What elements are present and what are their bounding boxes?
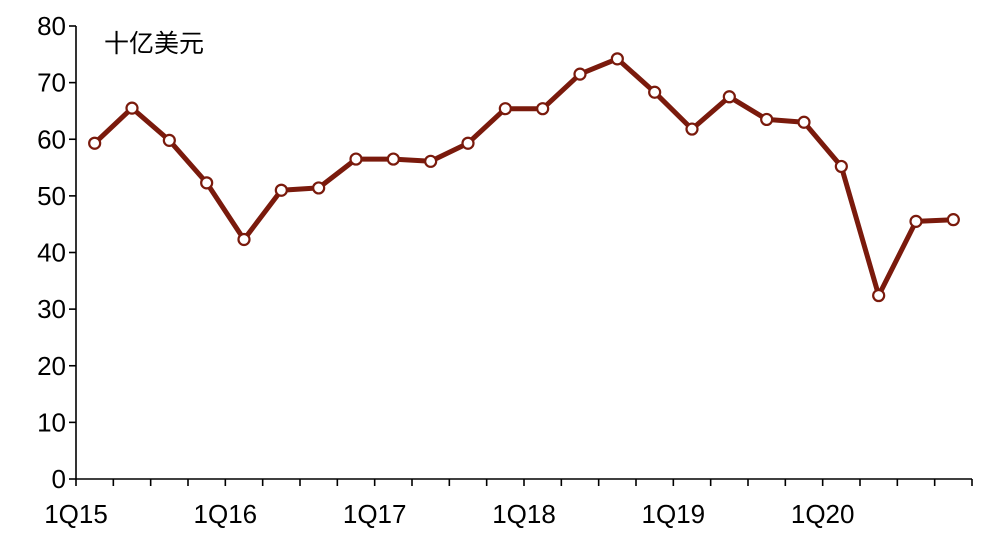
data-points xyxy=(88,52,960,303)
data-point xyxy=(722,90,736,104)
data-point xyxy=(498,102,512,116)
y-tick-label: 80 xyxy=(37,11,66,41)
x-axis: 1Q15 1Q16 1Q17 1Q18 1Q19 1Q20 xyxy=(44,478,973,529)
data-point xyxy=(424,154,438,168)
data-point xyxy=(386,152,400,166)
data-point xyxy=(834,159,848,174)
data-point xyxy=(349,152,363,166)
y-tick-label: 70 xyxy=(37,68,66,98)
y-tick-label: 0 xyxy=(52,464,66,494)
data-point xyxy=(200,176,214,190)
data-point xyxy=(573,67,587,81)
x-tick-label: 1Q19 xyxy=(642,499,706,529)
series-layer xyxy=(92,56,956,298)
data-point xyxy=(162,133,176,147)
y-tick-label: 60 xyxy=(37,124,66,154)
data-point xyxy=(610,52,624,66)
y-tick-label: 50 xyxy=(37,181,66,211)
x-tick-label: 1Q16 xyxy=(194,499,258,529)
y-tick-label: 20 xyxy=(37,351,66,381)
series-line xyxy=(92,56,956,298)
data-point xyxy=(237,232,251,247)
data-point xyxy=(461,136,475,150)
x-tick-label: 1Q18 xyxy=(492,499,556,529)
data-point xyxy=(797,115,811,129)
y-axis: 0 10 20 30 40 50 60 70 80 xyxy=(37,11,77,494)
unit-label: 十亿美元 xyxy=(104,29,204,58)
x-tick-label: 1Q17 xyxy=(343,499,407,529)
data-point xyxy=(685,122,699,136)
data-point xyxy=(760,112,774,127)
data-point xyxy=(312,181,326,195)
y-tick-label: 40 xyxy=(37,238,66,268)
data-point xyxy=(125,101,139,115)
x-tick-label: 1Q15 xyxy=(44,499,108,529)
data-point xyxy=(648,85,662,99)
y-tick-label: 10 xyxy=(37,407,66,437)
data-point xyxy=(872,288,886,303)
x-tick-label: 1Q20 xyxy=(791,499,855,529)
data-point xyxy=(909,214,923,228)
y-tick-label: 30 xyxy=(37,294,66,324)
data-point xyxy=(274,183,288,197)
data-point xyxy=(88,136,102,150)
data-point xyxy=(946,213,960,227)
data-point xyxy=(536,102,550,116)
